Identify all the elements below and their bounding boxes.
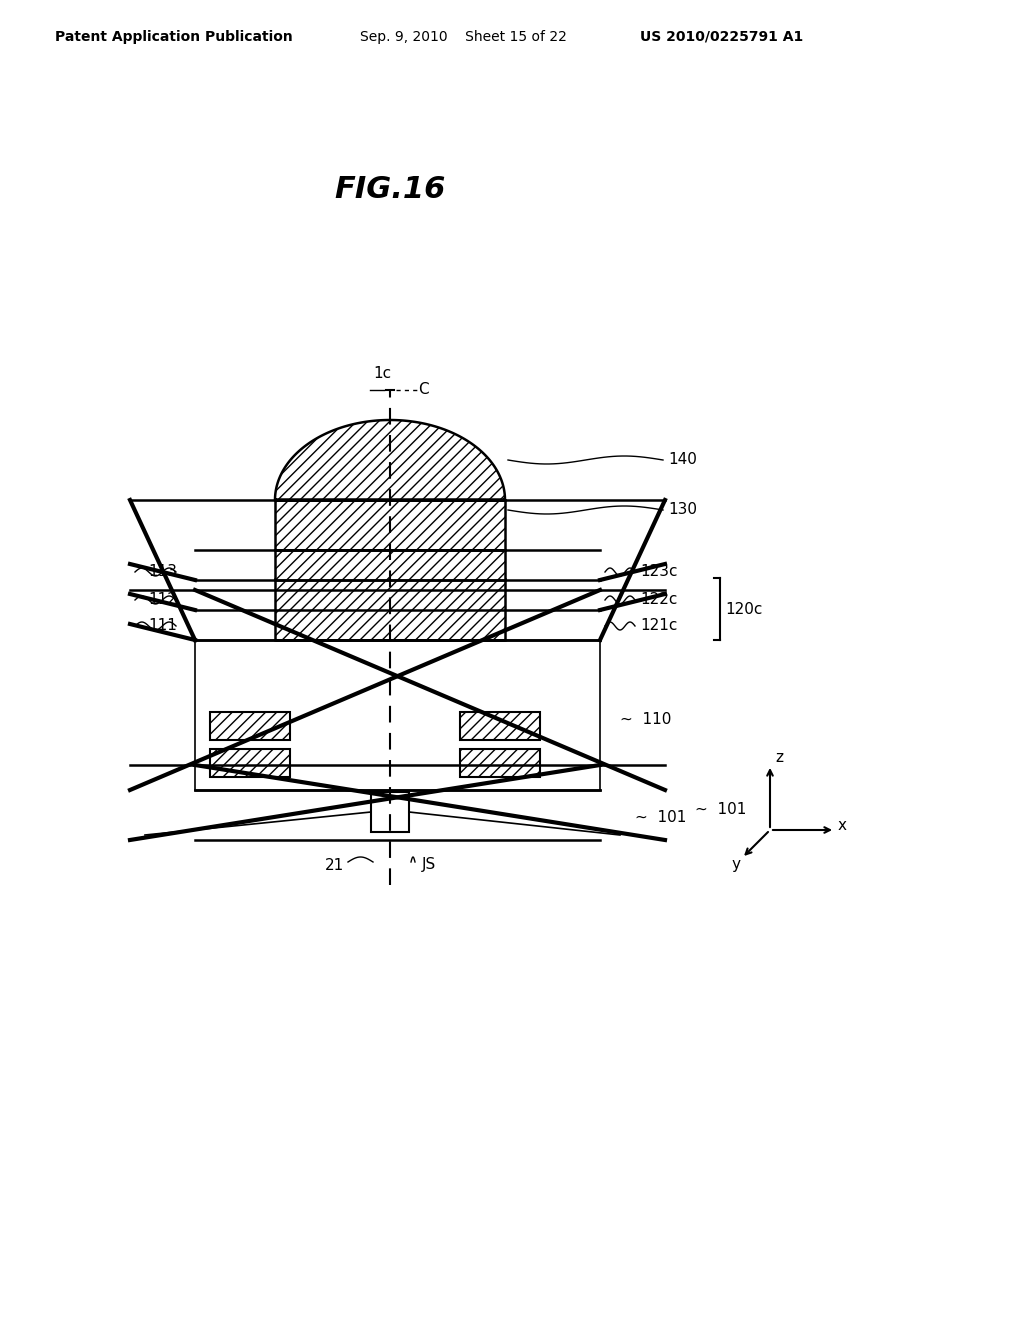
Text: 130: 130 xyxy=(668,503,697,517)
Bar xyxy=(460,748,540,777)
Text: 121c: 121c xyxy=(640,619,677,634)
Polygon shape xyxy=(275,420,505,500)
Bar xyxy=(210,711,290,741)
Text: ~  101: ~ 101 xyxy=(695,803,746,817)
Text: 122c: 122c xyxy=(640,593,677,607)
Bar xyxy=(210,748,290,777)
Text: 1c: 1c xyxy=(373,367,391,381)
Text: Sep. 9, 2010    Sheet 15 of 22: Sep. 9, 2010 Sheet 15 of 22 xyxy=(360,30,567,44)
Bar xyxy=(460,711,540,741)
Text: 111: 111 xyxy=(148,619,177,634)
Text: z: z xyxy=(775,751,783,766)
Text: US 2010/0225791 A1: US 2010/0225791 A1 xyxy=(640,30,803,44)
Text: 140: 140 xyxy=(668,453,697,467)
Bar xyxy=(275,550,505,579)
Text: x: x xyxy=(838,817,847,833)
Text: ~  101: ~ 101 xyxy=(635,809,686,825)
Bar xyxy=(371,792,409,832)
Text: y: y xyxy=(732,857,741,871)
Text: C: C xyxy=(418,383,429,397)
Text: 123c: 123c xyxy=(640,565,678,579)
Text: FIG.16: FIG.16 xyxy=(334,176,445,205)
Text: ~  110: ~ 110 xyxy=(620,713,672,727)
Bar xyxy=(275,579,505,640)
Bar xyxy=(275,500,505,550)
Text: 113: 113 xyxy=(148,565,177,579)
Text: JS: JS xyxy=(422,858,436,873)
Text: Patent Application Publication: Patent Application Publication xyxy=(55,30,293,44)
Text: 112: 112 xyxy=(148,593,177,607)
Text: 120c: 120c xyxy=(725,602,763,616)
Text: 21: 21 xyxy=(326,858,345,873)
